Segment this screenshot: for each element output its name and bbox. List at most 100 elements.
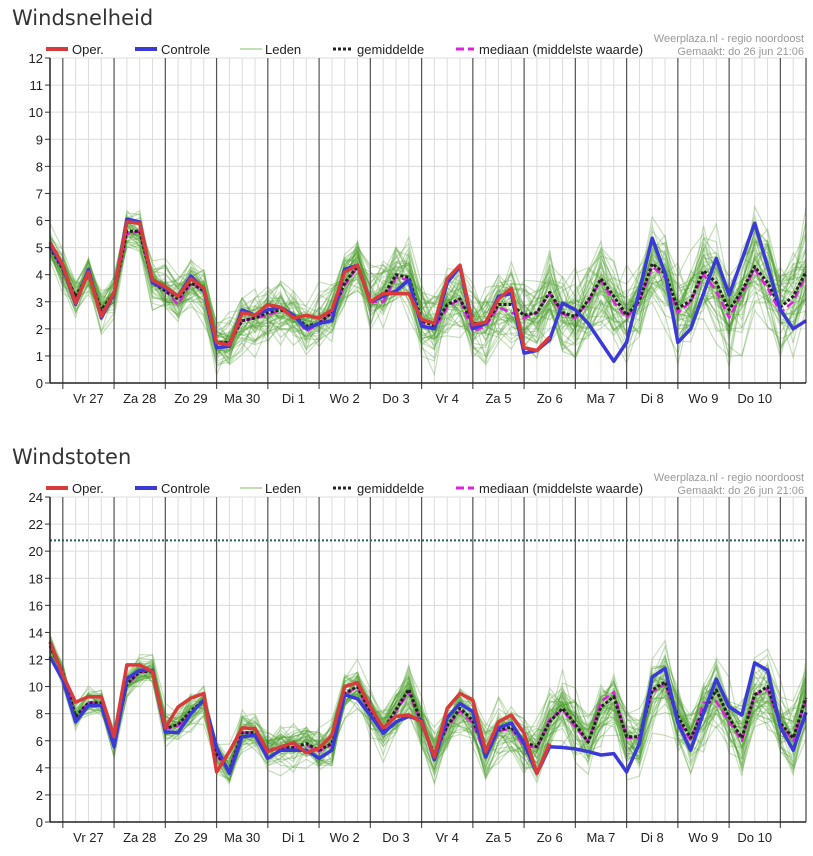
member-line <box>49 209 807 355</box>
member-line <box>49 639 807 778</box>
x-day-label: Di 1 <box>282 391 305 406</box>
member-line <box>49 637 807 767</box>
member-line <box>49 229 807 367</box>
created-label-2: Gemaakt: do 26 jun 21:06 <box>677 485 804 497</box>
member-line <box>49 212 807 359</box>
member-line <box>49 641 807 769</box>
y-tick-label: 2 <box>36 322 43 337</box>
y-tick-label: 12 <box>29 653 43 668</box>
created-label: Gemaakt: do 26 jun 21:06 <box>677 46 804 58</box>
y-tick-label: 10 <box>29 105 43 120</box>
member-line <box>49 218 807 343</box>
member-line <box>49 652 807 775</box>
x-day-label: Zo 6 <box>537 391 563 406</box>
member-line <box>49 638 807 781</box>
x-day-label: Ma 7 <box>587 830 616 845</box>
member-line <box>49 649 807 773</box>
y-tick-label: 11 <box>30 78 44 93</box>
member-line <box>49 641 807 771</box>
member-line <box>49 234 807 365</box>
y-tick-label: 2 <box>36 788 43 803</box>
series-oper-line <box>48 641 552 776</box>
member-line <box>49 649 807 778</box>
member-line <box>49 220 807 353</box>
member-line <box>49 645 807 778</box>
legend-controle-label: Controle <box>161 42 210 57</box>
legend-oper-label: Oper. <box>72 481 104 496</box>
chart-title-windstoten: Windstoten <box>12 445 131 469</box>
x-day-label: Di 8 <box>641 830 664 845</box>
member-line <box>49 209 807 360</box>
y-tick-label: 6 <box>36 734 43 749</box>
member-line <box>49 239 807 349</box>
x-day-label: Zo 29 <box>174 830 207 845</box>
x-day-label: Do 3 <box>382 830 409 845</box>
y-tick-label: 4 <box>36 268 43 283</box>
legend-gemiddelde-label: gemiddelde <box>357 42 424 57</box>
x-day-label: Za 28 <box>123 830 156 845</box>
x-day-label: Vr 4 <box>436 830 459 845</box>
member-line <box>49 224 807 342</box>
member-line <box>49 653 807 770</box>
ensemble-members <box>49 633 807 786</box>
series-gemiddelde-line <box>48 229 808 344</box>
legend-mediaan-label: mediaan (middelste waarde) <box>479 481 643 496</box>
y-tick-label: 7 <box>36 186 43 201</box>
x-day-label: Wo 9 <box>688 391 718 406</box>
member-line <box>49 223 807 343</box>
x-day-label: Di 1 <box>282 830 305 845</box>
x-day-label: Ma 30 <box>224 391 260 406</box>
y-tick-label: 20 <box>29 544 43 559</box>
chart-title-windsnelheid: Windsnelheid <box>12 6 153 30</box>
y-tick-label: 0 <box>36 376 43 391</box>
series-mediaan-line <box>48 230 808 344</box>
x-day-label: Ma 7 <box>587 391 616 406</box>
member-line <box>49 223 807 369</box>
y-tick-label: 18 <box>29 571 43 586</box>
legend-controle-swatch <box>135 47 157 51</box>
y-tick-label: 4 <box>36 761 43 776</box>
member-line <box>49 645 807 777</box>
x-day-label: Do 3 <box>382 391 409 406</box>
x-day-label: Wo 2 <box>330 391 360 406</box>
member-line <box>49 653 807 781</box>
x-day-label: Do 10 <box>737 391 772 406</box>
x-day-label: Vr 4 <box>436 391 459 406</box>
x-day-label: Wo 9 <box>688 830 718 845</box>
x-day-label: Do 10 <box>737 830 772 845</box>
member-line <box>49 215 807 365</box>
y-tick-label: 3 <box>36 295 43 310</box>
member-line <box>49 225 807 357</box>
member-line <box>49 638 807 785</box>
legend: Oper. Controle Leden gemiddelde mediaan … <box>46 42 643 57</box>
y-tick-label: 9 <box>36 132 43 147</box>
member-line <box>49 219 807 364</box>
member-line <box>49 220 807 360</box>
member-line <box>49 204 807 366</box>
x-day-label: Zo 29 <box>174 391 207 406</box>
member-line <box>49 218 807 366</box>
x-day-label: Vr 27 <box>73 830 104 845</box>
legend-gemiddelde-label: gemiddelde <box>357 481 424 496</box>
y-tick-label: 22 <box>29 517 43 532</box>
y-tick-label: 14 <box>29 625 43 640</box>
member-line <box>49 228 807 360</box>
member-line <box>49 227 807 357</box>
x-day-label: Vr 27 <box>73 391 104 406</box>
legend-oper-swatch <box>46 486 68 490</box>
x-day-label: Za 28 <box>123 391 156 406</box>
legend-mediaan-label: mediaan (middelste waarde) <box>479 42 643 57</box>
y-tick-label: 8 <box>36 159 43 174</box>
member-line <box>49 224 807 351</box>
member-line <box>49 647 807 775</box>
legend-oper-label: Oper. <box>72 42 104 57</box>
x-day-label: Za 5 <box>485 391 511 406</box>
x-day-label: Di 8 <box>641 391 664 406</box>
y-tick-label: 16 <box>29 598 43 613</box>
member-line <box>49 221 807 353</box>
legend-controle-label: Controle <box>161 481 210 496</box>
legend-oper-swatch <box>46 47 68 51</box>
member-line <box>49 647 807 770</box>
